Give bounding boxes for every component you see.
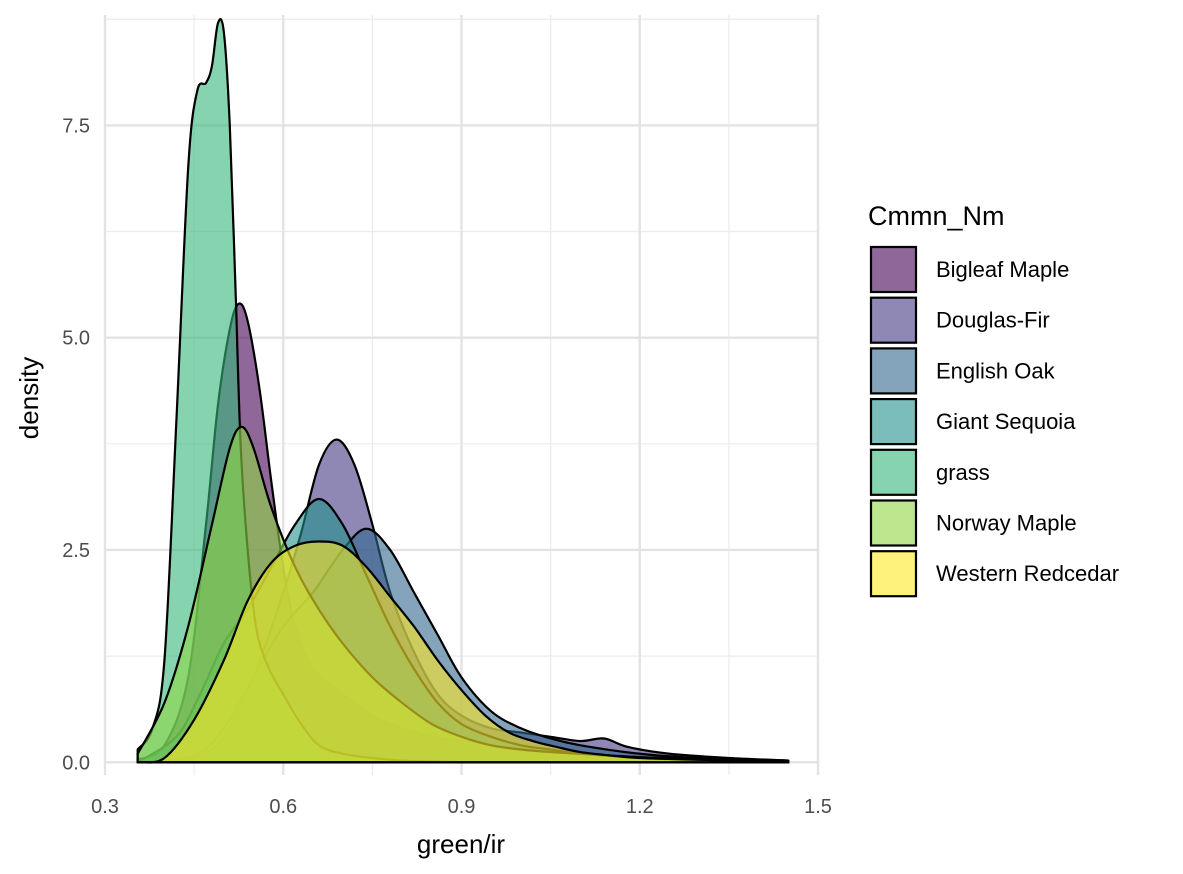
legend-label-giant-sequoia: Giant Sequoia bbox=[936, 409, 1076, 434]
y-tick-label: 0.0 bbox=[62, 752, 90, 774]
x-axis-ticks: 0.3 0.6 0.9 1.2 1.5 bbox=[91, 796, 832, 818]
y-tick-label: 2.5 bbox=[62, 540, 90, 562]
x-tick-label: 0.3 bbox=[91, 796, 119, 818]
legend-swatch-norway-maple bbox=[869, 499, 918, 547]
legend-label-western-redcedar: Western Redcedar bbox=[936, 561, 1119, 586]
legend-label-bigleaf-maple: Bigleaf Maple bbox=[936, 257, 1069, 282]
y-axis-ticks: 0.0 2.5 5.0 7.5 bbox=[62, 115, 90, 774]
x-tick-label: 0.9 bbox=[448, 796, 476, 818]
legend-swatch-grass bbox=[869, 448, 918, 496]
legend-items: Bigleaf Maple Douglas-Fir English Oak Giant… bbox=[869, 245, 1119, 598]
y-tick-label: 7.5 bbox=[62, 115, 90, 137]
legend-label-douglas-fir: Douglas-Fir bbox=[936, 308, 1050, 333]
legend: Cmmn_Nm Bigleaf Maple Douglas-Fir English … bbox=[868, 201, 1119, 598]
legend-label-norway-maple: Norway Maple bbox=[936, 511, 1077, 536]
density-curves bbox=[136, 18, 790, 764]
legend-swatch-douglas-fir bbox=[869, 296, 918, 344]
x-tick-label: 0.6 bbox=[269, 796, 297, 818]
legend-swatch-bigleaf-maple bbox=[869, 245, 918, 294]
legend-swatch-giant-sequoia bbox=[869, 398, 918, 446]
legend-title: Cmmn_Nm bbox=[868, 201, 1005, 231]
y-axis-title: density bbox=[14, 357, 44, 439]
x-axis-title: green/ir bbox=[417, 829, 505, 859]
x-tick-label: 1.5 bbox=[804, 796, 832, 818]
y-tick-label: 5.0 bbox=[62, 328, 90, 350]
x-tick-label: 1.2 bbox=[626, 796, 654, 818]
density-area-western-redcedar bbox=[136, 540, 790, 764]
legend-swatch-english-oak bbox=[869, 347, 918, 395]
legend-label-english-oak: English Oak bbox=[936, 358, 1056, 383]
legend-swatch-western-redcedar bbox=[869, 550, 918, 598]
legend-label-grass: grass bbox=[936, 460, 990, 485]
